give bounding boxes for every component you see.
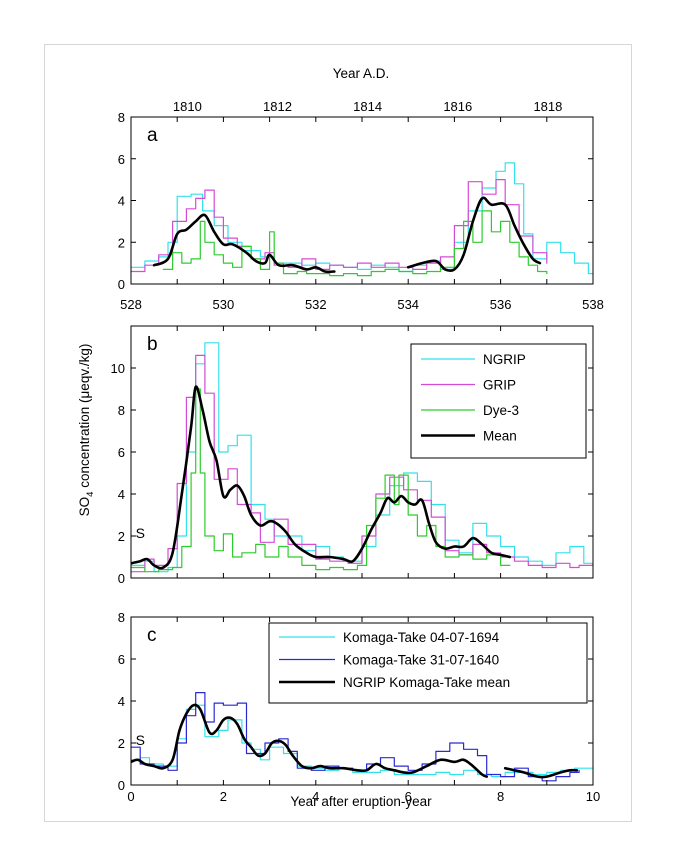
panel-b-ytick-label: 8: [118, 403, 125, 418]
panel-c-series-0-line-0: [131, 704, 593, 778]
panel-b-legend-label: NGRIP: [483, 352, 526, 367]
panel-a-series-1-line-0: [131, 179, 548, 273]
panel-c-legend: Komaga-Take 04-07-1694 Komaga-Take 31-07-…: [268, 622, 588, 704]
panel-a: 0 2 4 6 8 1810 1812 1814 1816 1818 528 530 532 534 536…: [118, 99, 604, 312]
top-axis-label: Year A.D.: [333, 66, 390, 81]
panel-a-top-tick-label: 1810: [173, 99, 202, 114]
panel-c-legend-label: Komaga-Take 31-07-1640: [343, 653, 499, 668]
panel-a-top-tick-label: 1812: [263, 99, 292, 114]
panel-c-series-2-line-0: [131, 703, 488, 778]
panel-a-xtick-label: 532: [305, 297, 327, 312]
panel-b-legend: NGRIP GRIP Dye-3 Mean: [410, 343, 587, 459]
y-axis-label: SO4 concentration (μeqv./kg): [77, 344, 96, 517]
panel-a-ytick-label: 4: [118, 194, 125, 209]
y-axis-label-main: SO: [77, 497, 92, 517]
panel-c-xtick-label: 0: [127, 789, 134, 804]
panel-a-xtick-label: 534: [397, 297, 419, 312]
panel-b-legend-box: [410, 343, 587, 459]
panel-c-ytick-label: 0: [118, 778, 125, 793]
panel-a-top-tick-label: 1814: [353, 99, 382, 114]
panel-a-ytick-label: 2: [118, 235, 125, 250]
panel-a-ytick-label: 0: [118, 277, 125, 292]
panel-b-marker-s: S: [136, 525, 145, 541]
panel-c-ytick-label: 4: [118, 694, 125, 709]
panel-b-ytick-label: 2: [118, 529, 125, 544]
panel-c-xtick-label: 4: [312, 789, 319, 804]
panel-c-xtick-label: 2: [220, 789, 227, 804]
panel-c-ytick-label: 8: [118, 610, 125, 625]
panel-b-legend-label: GRIP: [483, 378, 516, 393]
panel-b-series-2-line-0: [131, 388, 511, 573]
y-axis-label-unit: concentration (μeqv./kg): [77, 344, 92, 492]
panel-a-xtick-label: 528: [120, 297, 142, 312]
panel-c-legend-box: [268, 622, 588, 704]
panel-c-marker-s: S: [136, 732, 145, 748]
panel-a-series-3-line-0: [152, 213, 336, 274]
panel-a-ytick-label: 6: [118, 152, 125, 167]
panel-a-series-3-line-1: [406, 196, 542, 273]
panel-b-series-group: [131, 342, 593, 573]
panel-c-letter: c: [147, 625, 157, 646]
panel-b-ytick-label: 0: [118, 571, 125, 586]
panel-a-xtick-label: 536: [490, 297, 512, 312]
panel-a-series-group: [131, 162, 593, 277]
panel-a-ytick-label: 8: [118, 110, 125, 125]
panel-b-legend-label: Dye-3: [483, 403, 519, 418]
panel-c-ytick-label: 6: [118, 652, 125, 667]
panel-b-series-1-line-0: [131, 354, 593, 573]
panel-b-ytick-label: 6: [118, 445, 125, 460]
panel-b-ytick-label: 4: [118, 487, 125, 502]
panel-b: 0 2 4 6 8 10 b S NGRIP GRIP Dye-3 Mean: [111, 325, 594, 586]
y-axis-label-sub: 4: [85, 492, 96, 497]
panel-a-letter: a: [147, 125, 158, 146]
panel-c-series-2-line-1: [503, 766, 579, 779]
panel-c-xtick-label: 10: [586, 789, 600, 804]
panel-c-xtick-label: 6: [405, 789, 412, 804]
panel-b-ytick-label: 10: [111, 361, 125, 376]
panel-b-legend-label: Mean: [483, 429, 517, 444]
panel-c-legend-label: NGRIP Komaga-Take mean: [343, 675, 510, 690]
panel-b-letter: b: [147, 334, 158, 355]
panel-c-xtick-label: 8: [497, 789, 504, 804]
panel-c-legend-label: Komaga-Take 04-07-1694: [343, 630, 500, 645]
panel-a-top-tick-label: 1818: [533, 99, 562, 114]
panel-a-xtick-label: 538: [582, 297, 604, 312]
panel-a-top-tick-label: 1816: [443, 99, 472, 114]
panel-a-series-2-line-0: [162, 210, 548, 277]
panel-c-series-group: [131, 692, 593, 782]
panel-c-ytick-label: 2: [118, 736, 125, 751]
panel-b-series-3-line-0: [131, 385, 512, 570]
x-axis-label: Year after eruption-year: [290, 794, 432, 809]
panel-a-xtick-label: 530: [213, 297, 235, 312]
